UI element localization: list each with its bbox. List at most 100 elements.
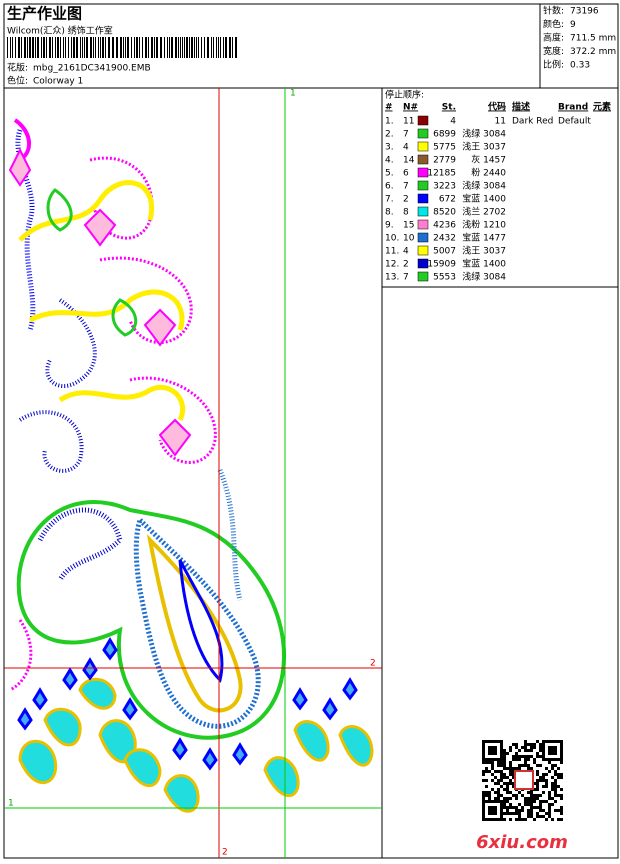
qr-module [506,782,509,785]
qr-module [548,797,551,800]
qr-module [509,782,512,785]
qr-logo [514,770,534,790]
qr-module [551,803,554,806]
qr-module [518,767,521,770]
qr-module [545,800,548,803]
qr-module [554,752,557,755]
qr-module [539,800,542,803]
qr-module [560,806,563,809]
embroidery-design [8,118,374,813]
needle: 6 [403,169,409,179]
qr-module [557,773,560,776]
barcode-bar [41,37,42,58]
qr-module [503,749,506,752]
qr-module [503,764,506,767]
qr-module [506,788,509,791]
title: 生产作业图 [7,5,82,23]
color-swatch [417,128,429,139]
outer-border [3,3,619,859]
qr-module [491,809,494,812]
qr-module [494,776,497,779]
qr-module [509,764,512,767]
qr-module [485,758,488,761]
needle: 7 [403,130,409,140]
qr-module [545,818,548,821]
qr-module [554,764,557,767]
qr-module [551,782,554,785]
qr-module [542,785,545,788]
qr-module [530,806,533,809]
qr-module [488,770,491,773]
qr-module [494,740,497,743]
stitches: 4236 [433,221,456,231]
qr-module [488,812,491,815]
qr-module [488,740,491,743]
qr-module [560,788,563,791]
barcode-bar [186,37,188,58]
qr-module [548,770,551,773]
qr-module [500,743,503,746]
qr-module [500,761,503,764]
barcode-bar [24,37,26,58]
needle: 2 [403,260,409,270]
qr-module [548,746,551,749]
qr-module [527,812,530,815]
qr-module [548,815,551,818]
qr-module [482,818,485,821]
qr-module [518,755,521,758]
qr-module [524,749,527,752]
row-index: 3. [385,143,394,153]
qr-module [551,758,554,761]
row-index: 10. [385,234,399,244]
barcode-bar [43,37,45,58]
qr-module [491,806,494,809]
qr-module [485,761,488,764]
qr-module [533,761,536,764]
qr-module [482,803,485,806]
barcode-bar [191,37,193,58]
qr-module [551,785,554,788]
barcode-bar [10,37,11,58]
qr-module [482,758,485,761]
qr-module [530,746,533,749]
info-label: 高度: [543,32,564,44]
barcode-bar [73,37,75,58]
qr-module [509,749,512,752]
qr-module [515,758,518,761]
qr-module [554,794,557,797]
barcode-bar [213,37,214,58]
qr-module [548,761,551,764]
qr-module [512,776,515,779]
qr-module [542,740,545,743]
stitches: 12185 [427,169,456,179]
qr-module [485,740,488,743]
qr-module [500,779,503,782]
qr-module [560,773,563,776]
barcode-bar [127,37,129,58]
qr-module [524,800,527,803]
qr-module [521,764,524,767]
qr-module [515,743,518,746]
qr-module [509,812,512,815]
qr-module [506,812,509,815]
qr-module [536,755,539,758]
qr-module [482,815,485,818]
barcode-bar [108,37,110,58]
qr-module [539,779,542,782]
qr-module [518,818,521,821]
qr-module [521,746,524,749]
color-swatch [417,154,429,165]
qr-module [491,764,494,767]
stitches: 672 [439,195,456,205]
qr-module [539,803,542,806]
qr-module [551,746,554,749]
qr-module [554,800,557,803]
stitches: 5553 [433,273,456,283]
info-value: 9 [570,20,576,30]
column-header: # [385,103,393,113]
barcode-bar [198,37,199,58]
qr-module [524,758,527,761]
qr-module [497,794,500,797]
code: 浅兰 2702 [462,206,506,218]
qr-module [527,800,530,803]
